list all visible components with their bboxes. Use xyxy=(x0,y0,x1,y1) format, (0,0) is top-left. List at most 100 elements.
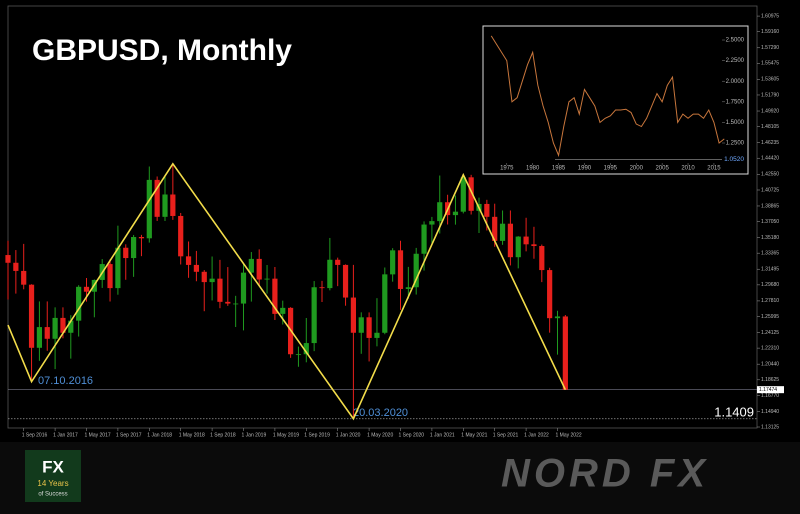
candle-body xyxy=(452,211,459,216)
candle-body xyxy=(468,177,474,211)
candle-body xyxy=(36,327,42,348)
logo-left xyxy=(25,450,81,502)
x-tick-label: 1 May 2017 xyxy=(85,432,111,438)
y-tick-label: 2.2500 xyxy=(726,58,745,64)
y-tick-label: 1.35180 xyxy=(761,235,779,241)
y-tick-label: 1.51790 xyxy=(761,92,779,98)
candle-body xyxy=(178,215,184,257)
y-tick-label: 1.48105 xyxy=(761,124,779,130)
zigzag-line xyxy=(7,162,567,421)
y-tick-label: 1.60975 xyxy=(761,13,779,19)
candle-body xyxy=(429,221,435,225)
candle-body xyxy=(303,343,309,355)
y-tick-label: 1.2500 xyxy=(726,141,745,147)
y-tick-label: 1.7500 xyxy=(726,99,745,105)
x-tick-label: 1 Sep 2019 xyxy=(304,432,330,438)
candle-body xyxy=(13,262,19,271)
y-tick-label: 1.53605 xyxy=(761,77,779,83)
y-tick-label: 2.0000 xyxy=(726,79,745,85)
x-tick-label: 1 May 2019 xyxy=(273,432,299,438)
x-tick-label: 1 May 2020 xyxy=(367,432,393,438)
y-tick-label: 1.16770 xyxy=(761,393,779,399)
candle-body xyxy=(342,264,349,298)
candle-body xyxy=(413,253,419,288)
candle-body xyxy=(217,278,223,302)
candle-body xyxy=(507,223,513,258)
x-tick-label: 1 Sep 2021 xyxy=(493,432,519,438)
low-label: 1.1409 xyxy=(714,404,754,419)
x-tick-label: 1975 xyxy=(500,166,514,172)
candle-body xyxy=(358,317,364,333)
y-tick-label: 1.29680 xyxy=(761,282,779,288)
candle-body xyxy=(170,194,176,216)
candle-body xyxy=(547,270,553,319)
reference-label: 1.0520 xyxy=(724,156,744,163)
x-tick-label: 1 Jan 2018 xyxy=(147,432,172,438)
x-tick-label: 1 Jan 2020 xyxy=(336,432,361,438)
y-tick-label: 1.59160 xyxy=(761,29,779,35)
candle-body xyxy=(5,255,11,263)
y-tick-label: 1.38865 xyxy=(761,203,779,209)
x-tick-label: 1995 xyxy=(604,166,618,172)
candle-body xyxy=(405,287,411,289)
x-tick-label: 1 May 2022 xyxy=(556,432,582,438)
candle-body xyxy=(201,271,207,283)
candle-body xyxy=(311,287,317,344)
x-tick-label: 1 Sep 2018 xyxy=(210,432,236,438)
candle-body xyxy=(554,316,561,319)
candle-body xyxy=(83,286,90,292)
candle-body xyxy=(138,237,145,239)
candle-body xyxy=(209,278,215,283)
candle-body xyxy=(562,316,568,390)
candle-body xyxy=(382,274,388,333)
candle-body xyxy=(21,270,27,285)
candle-body xyxy=(248,258,254,273)
logo-right: NORD FX xyxy=(501,452,709,496)
candle-body xyxy=(115,247,121,289)
candle-body xyxy=(240,272,247,304)
chart-title: GBPUSD, Monthly xyxy=(32,34,292,67)
y-tick-label: 1.13125 xyxy=(761,424,779,430)
y-tick-label: 1.40725 xyxy=(761,187,779,193)
y-tick-label: 1.20440 xyxy=(761,362,779,368)
y-tick-label: 1.37050 xyxy=(761,219,779,225)
candle-body xyxy=(52,317,58,339)
annotation: 20.03.2020 xyxy=(353,407,408,419)
y-tick-label: 1.25995 xyxy=(761,314,779,320)
x-tick-label: 1985 xyxy=(552,166,566,172)
candle-body xyxy=(327,259,333,289)
x-tick-label: 1 Jan 2017 xyxy=(53,432,78,438)
candle-body xyxy=(421,224,427,254)
candle-body xyxy=(366,317,372,338)
y-tick-label: 1.5000 xyxy=(726,120,745,126)
candle-body xyxy=(374,332,380,338)
logo-text: 14 Years xyxy=(37,479,68,488)
candle-body xyxy=(193,264,199,272)
candle-body xyxy=(185,256,192,265)
history-line xyxy=(490,35,725,158)
x-tick-label: 2000 xyxy=(630,166,644,172)
logo-text: FX xyxy=(42,457,64,476)
x-tick-label: 1 May 2021 xyxy=(461,432,487,438)
candle-body xyxy=(319,287,325,289)
candle-body xyxy=(390,250,396,275)
candle-body xyxy=(335,259,341,265)
x-tick-label: 1 Jan 2022 xyxy=(524,432,549,438)
y-tick-label: 1.14940 xyxy=(761,409,779,415)
footer xyxy=(0,442,800,514)
candle-body xyxy=(523,236,529,245)
candle-body xyxy=(233,303,239,305)
candle-body xyxy=(154,179,160,217)
candle-body xyxy=(295,354,302,356)
y-tick-label: 1.27810 xyxy=(761,298,779,304)
price-tag xyxy=(757,386,784,394)
candle-body xyxy=(256,258,262,280)
candle-body xyxy=(146,179,152,239)
x-tick-label: 2015 xyxy=(707,166,721,172)
x-tick-label: 1 Sep 2017 xyxy=(116,432,142,438)
candle-body xyxy=(44,327,50,339)
candle-body xyxy=(60,317,66,333)
candle-body xyxy=(225,301,231,304)
candle-body xyxy=(264,278,270,280)
